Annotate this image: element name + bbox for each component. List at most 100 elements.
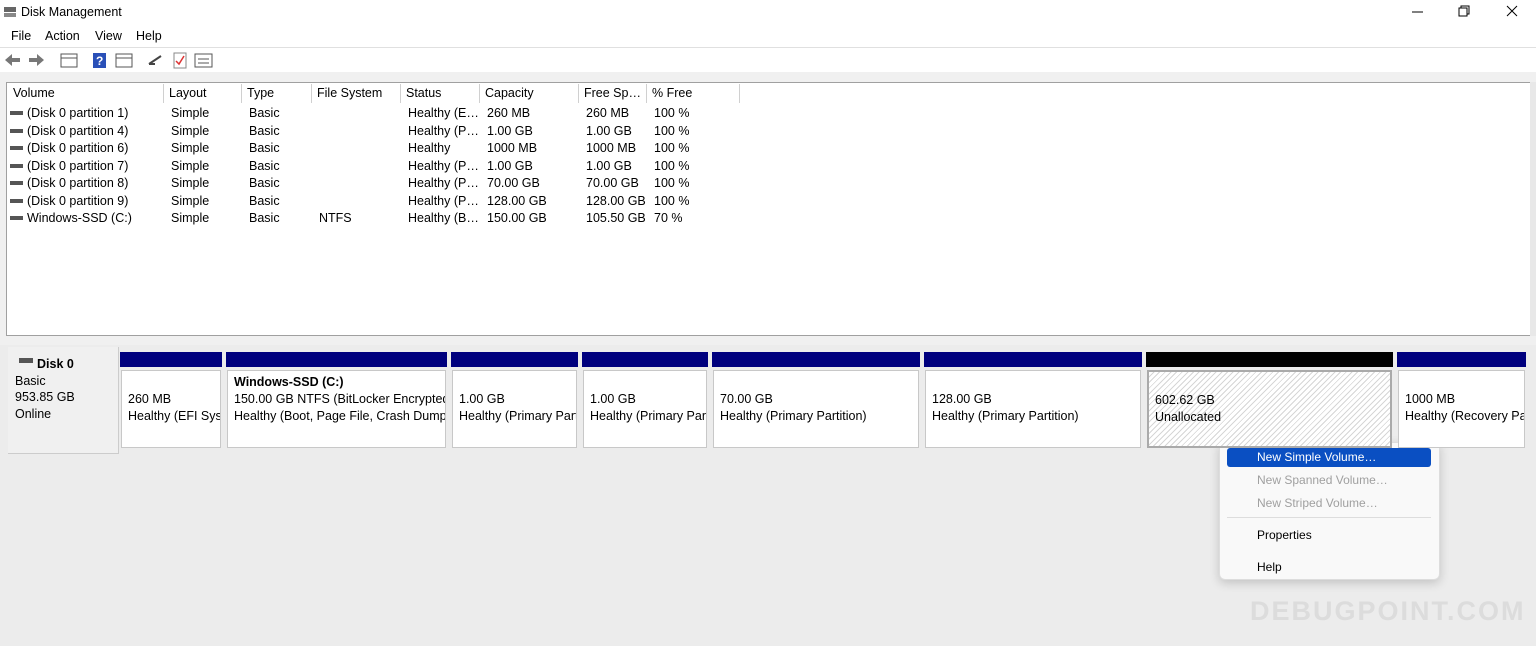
menu-bar — [0, 24, 1536, 48]
context-menu-item[interactable]: Help — [1257, 560, 1282, 574]
partition-box[interactable]: 128.00 GB Healthy (Primary Partition) — [925, 370, 1141, 448]
table-cell: Simple — [171, 106, 210, 120]
table-cell: 100 % — [654, 158, 690, 173]
menu-item[interactable]: Help — [136, 29, 162, 43]
table-cell: 100 % — [654, 176, 690, 190]
partition-status: Healthy (Primary Part — [459, 409, 577, 423]
table-cell[interactable]: (Disk 0 partition 4) — [27, 123, 129, 138]
table-cell[interactable]: (Disk 0 partition 6) — [27, 141, 129, 155]
table-cell: Healthy (R… — [408, 141, 451, 155]
window-controls[interactable] — [1400, 0, 1536, 24]
toolbar — [0, 48, 1536, 72]
column-header[interactable]: % Free — [647, 84, 740, 103]
partition-size: 1.00 GB — [459, 392, 505, 406]
table-cell: Basic — [249, 106, 280, 120]
table-cell: Simple — [171, 193, 210, 208]
table-cell[interactable]: Windows-SSD (C:) — [27, 211, 132, 225]
volume-icon — [10, 198, 23, 203]
disk-size: 953.85 GB — [15, 390, 75, 404]
table-cell: Healthy (P… — [408, 176, 479, 190]
table-cell: 70.00 GB — [487, 176, 540, 190]
column-header[interactable]: Capacity — [480, 84, 579, 103]
partition-box[interactable]: 260 MB Healthy (EFI Syst — [121, 370, 221, 448]
table-cell: 1.00 GB — [487, 123, 533, 138]
table-cell — [319, 193, 400, 210]
column-header[interactable]: File System — [312, 84, 401, 103]
partition-header-bar — [120, 352, 222, 367]
window-title: Disk Management — [21, 5, 122, 19]
title-bar — [0, 0, 1536, 24]
table-cell: Healthy (P… — [408, 123, 479, 138]
partition-size: 128.00 GB — [932, 392, 992, 406]
column-header[interactable]: Layout — [164, 84, 242, 103]
menu-item[interactable]: Action — [45, 29, 80, 43]
table-cell: 260 MB — [586, 106, 630, 120]
table-cell: Healthy (E… — [408, 106, 479, 120]
partition-box[interactable]: 70.00 GB Healthy (Primary Partition) — [713, 370, 919, 448]
table-cell: Simple — [171, 158, 210, 173]
table-cell[interactable]: (Disk 0 partition 1) — [27, 106, 129, 120]
scrollbar — [1530, 82, 1536, 336]
partition-status: Healthy (Recovery Pa — [1405, 409, 1525, 423]
table-cell: 128.00 GB — [487, 193, 547, 208]
column-header[interactable]: Free Sp… — [579, 84, 647, 103]
partition-status: Unallocated — [1155, 410, 1222, 424]
disk-icon — [19, 358, 33, 363]
table-cell — [319, 140, 400, 157]
partition-header-bar — [1146, 352, 1393, 367]
partition-size: 1000 MB — [1405, 392, 1456, 406]
table-cell: Simple — [171, 176, 210, 190]
disk-status: Online — [15, 407, 52, 421]
column-header[interactable]: Type — [242, 84, 312, 103]
table-cell — [319, 175, 400, 192]
table-cell — [319, 123, 400, 140]
menu-item[interactable]: File — [11, 29, 32, 43]
partition-size: 150.00 GB NTFS (BitLocker Encrypted) — [234, 392, 446, 406]
table-cell[interactable]: (Disk 0 partition 9) — [27, 193, 129, 208]
context-menu-item[interactable]: Properties — [1257, 528, 1312, 542]
table-cell: Basic — [249, 193, 280, 208]
table-cell: Healthy (P… — [408, 193, 479, 208]
partition-box[interactable]: 1000 MB Healthy (Recovery Pa — [1398, 370, 1525, 448]
partition-header-bar — [226, 352, 447, 367]
table-cell: 1.00 GB — [586, 123, 632, 138]
table-cell: 1.00 GB — [586, 158, 632, 173]
table-cell[interactable]: (Disk 0 partition 7) — [27, 158, 129, 173]
table-cell: Basic — [249, 141, 280, 155]
column-header[interactable]: Status — [401, 84, 480, 103]
table-cell: Simple — [171, 123, 210, 138]
partition-status: Healthy (Primary Part — [590, 409, 707, 423]
toolbar-icons[interactable]: ? — [3, 50, 218, 72]
menu-item[interactable]: View — [95, 29, 122, 43]
table-cell: 150.00 GB — [487, 211, 547, 225]
table-cell — [319, 158, 400, 175]
watermark: DEBUGPOINT.COM — [1250, 596, 1526, 626]
partition-size: 70.00 GB — [720, 392, 773, 406]
table-cell: Basic — [249, 123, 280, 138]
table-cell: Basic — [249, 211, 280, 225]
partition-title: Windows-SSD (C:) — [234, 375, 344, 389]
context-menu-item[interactable]: New Simple Volume… — [1227, 448, 1431, 467]
volume-icon — [10, 111, 23, 115]
volume-icon — [10, 216, 23, 220]
table-cell[interactable]: (Disk 0 partition 8) — [27, 176, 129, 190]
partition-box[interactable]: 1.00 GB Healthy (Primary Part — [583, 370, 707, 448]
partition-box[interactable]: 1.00 GB Healthy (Primary Part — [452, 370, 577, 448]
partition-status: Healthy (Boot, Page File, Crash Dump, — [234, 409, 446, 423]
table-cell: Simple — [171, 141, 210, 155]
partition-status: Healthy (Primary Partition) — [932, 409, 1079, 423]
partition-box[interactable]: 602.62 GB Unallocated — [1147, 370, 1392, 448]
table-cell: 100 % — [654, 106, 690, 120]
table-cell: Basic — [249, 158, 280, 173]
table-cell: 260 MB — [487, 106, 531, 120]
disk-label-box — [8, 347, 119, 454]
partition-size: 602.62 GB — [1155, 393, 1215, 407]
partition-box[interactable]: Windows-SSD (C:) 150.00 GB NTFS (BitLocke… — [227, 370, 446, 448]
column-header[interactable]: Volume — [8, 84, 164, 103]
table-cell — [319, 105, 400, 122]
partition-size: 1.00 GB — [590, 392, 636, 406]
partition-header-bar — [582, 352, 708, 367]
table-cell: Basic — [249, 176, 280, 190]
partition-status: Healthy (EFI Syst — [128, 409, 221, 423]
